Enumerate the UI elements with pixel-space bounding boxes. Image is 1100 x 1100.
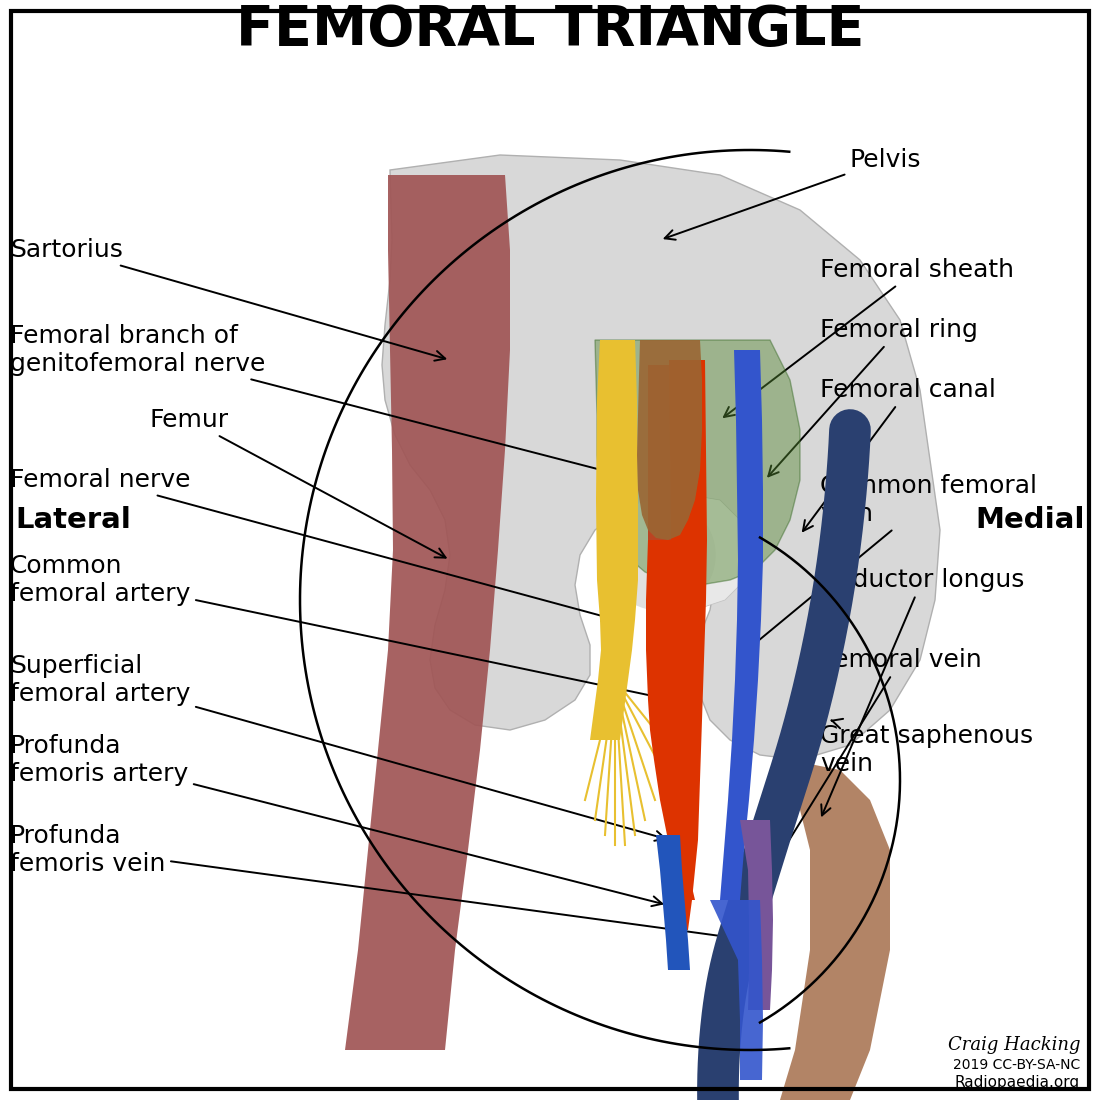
Polygon shape bbox=[614, 495, 750, 610]
Polygon shape bbox=[595, 340, 800, 585]
Text: Pelvis: Pelvis bbox=[664, 148, 922, 240]
Text: Medial: Medial bbox=[976, 506, 1085, 534]
Text: FEMORAL TRIANGLE: FEMORAL TRIANGLE bbox=[235, 3, 865, 57]
Text: Profunda
femoris artery: Profunda femoris artery bbox=[10, 734, 662, 906]
Polygon shape bbox=[770, 760, 890, 1100]
Text: Femoral ring: Femoral ring bbox=[768, 318, 978, 476]
Text: Femur: Femur bbox=[150, 408, 446, 558]
Polygon shape bbox=[648, 365, 700, 540]
Text: Craig Hacking: Craig Hacking bbox=[947, 1036, 1080, 1054]
Text: Femoral canal: Femoral canal bbox=[803, 378, 996, 531]
Polygon shape bbox=[646, 540, 702, 900]
Text: Femoral nerve: Femoral nerve bbox=[10, 468, 613, 620]
Text: Sartorius: Sartorius bbox=[10, 238, 446, 361]
Text: Femoral sheath: Femoral sheath bbox=[724, 258, 1014, 417]
Polygon shape bbox=[590, 340, 638, 740]
Polygon shape bbox=[710, 350, 763, 900]
Polygon shape bbox=[740, 820, 773, 1010]
Text: Common femoral
vein: Common femoral vein bbox=[739, 474, 1037, 657]
Polygon shape bbox=[345, 175, 510, 1050]
Text: Lateral: Lateral bbox=[15, 506, 131, 534]
Text: Radiopaedia.org: Radiopaedia.org bbox=[955, 1075, 1080, 1089]
Polygon shape bbox=[656, 835, 690, 970]
Text: Femoral branch of
genitofemoral nerve: Femoral branch of genitofemoral nerve bbox=[10, 324, 635, 481]
Circle shape bbox=[605, 500, 715, 610]
Text: Superficial
femoral artery: Superficial femoral artery bbox=[10, 654, 666, 840]
Polygon shape bbox=[637, 340, 702, 540]
Text: Great saphenous
vein: Great saphenous vein bbox=[820, 718, 1033, 776]
Text: Profunda
femoris vein: Profunda femoris vein bbox=[10, 824, 745, 943]
Text: Common
femoral artery: Common femoral artery bbox=[10, 554, 668, 702]
Text: 2019 CC-BY-SA-NC: 2019 CC-BY-SA-NC bbox=[953, 1058, 1080, 1072]
Polygon shape bbox=[648, 360, 707, 930]
Polygon shape bbox=[710, 900, 763, 1080]
Text: Adductor longus: Adductor longus bbox=[820, 568, 1024, 815]
Text: Femoral vein: Femoral vein bbox=[755, 648, 981, 895]
Polygon shape bbox=[382, 155, 940, 760]
